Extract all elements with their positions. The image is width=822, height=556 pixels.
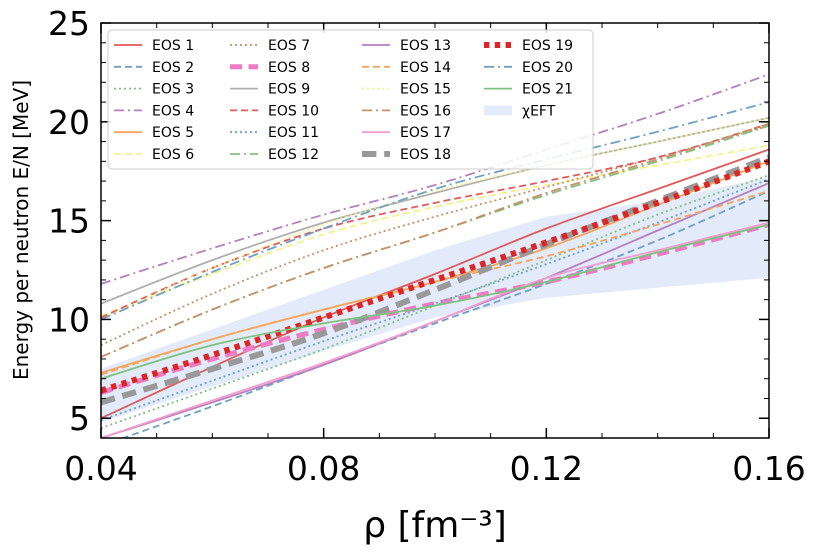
legend-label: EOS 2 [152,60,194,76]
x-tick-label: 0.16 [732,449,805,488]
legend-item-eos-8: EOS 8 [230,60,310,76]
legend-item-eos-9: EOS 9 [230,82,310,98]
legend-label: EOS 5 [152,125,194,141]
legend-item-eos-6: EOS 6 [114,147,194,163]
legend-item-eos-4: EOS 4 [114,103,194,119]
series-line-eos-11 [101,178,769,422]
series-line-eos-14 [101,190,769,376]
y-tick-label: 25 [48,4,90,43]
series-line-eos-6 [101,144,769,317]
legend-item-eos-18: EOS 18 [362,147,451,163]
legend-label: χEFT [522,103,556,119]
x-axis-label: ρ [fm⁻³] [363,505,507,546]
legend-box [107,29,594,170]
legend-label: EOS 15 [400,82,451,98]
legend-label: EOS 16 [400,103,451,119]
legend-label: EOS 6 [152,147,194,163]
legend-item-eos-7: EOS 7 [230,38,310,54]
legend-item-eos-1: EOS 1 [114,38,194,54]
legend-label: EOS 17 [400,125,451,141]
legend-label: EOS 19 [522,38,573,54]
series-line-eos-17 [101,221,769,438]
legend-item-eos-21: EOS 21 [484,82,573,98]
series-line-eos-18 [101,154,769,406]
series-line-eos-10 [101,122,769,319]
legend-label: EOS 18 [400,147,451,163]
x-tick-label: 0.08 [287,449,360,488]
legend-label: EOS 7 [268,38,310,54]
legend-label: EOS 13 [400,38,451,54]
y-axis-label: Energy per neutron E/N [MeV] [9,80,33,380]
legend-label: EOS 14 [400,60,451,76]
legend-label: EOS 12 [268,147,319,163]
y-tick-label: 15 [48,202,90,241]
legend-label: EOS 1 [152,38,194,54]
legend-label: EOS 11 [268,125,319,141]
chi-eft-band [101,177,769,423]
y-tick-label: 5 [69,399,90,438]
legend-item-eos-19: EOS 19 [484,38,573,54]
legend-item-eos-11: EOS 11 [230,125,319,141]
legend-label: EOS 20 [522,60,573,76]
series-line-eos-20 [101,101,769,321]
series-line-eos-21 [101,223,769,380]
legend-item-eos-10: EOS 10 [230,103,319,119]
legend-label: EOS 3 [152,82,194,98]
x-tick-label: 0.04 [64,449,137,488]
legend-item-eos-3: EOS 3 [114,82,194,98]
legend-label: EOS 10 [268,103,319,119]
legend-item-eos-17: EOS 17 [362,125,451,141]
series-line-eos-8 [101,222,769,395]
legend-label: EOS 21 [522,82,573,98]
legend-item-eos-14: EOS 14 [362,60,451,76]
series-line-eos-19 [101,158,769,394]
legend-item-eos-5: EOS 5 [114,125,194,141]
legend-item-eos-15: EOS 15 [362,82,451,98]
x-tick-label: 0.12 [510,449,583,488]
legend-item-eft: χEFT [484,103,556,119]
series-line-eos-15 [101,116,769,321]
legend-label: EOS 9 [268,82,310,98]
legend-item-eos-12: EOS 12 [230,147,319,163]
series-line-eos-2 [120,190,769,438]
legend-item-eos-16: EOS 16 [362,103,451,119]
legend-label: EOS 4 [152,103,194,119]
legend-item-eos-2: EOS 2 [114,60,194,76]
legend-swatch [484,105,512,116]
series-line-eos-4 [101,73,769,285]
legend-label: EOS 8 [268,60,310,76]
y-tick-label: 10 [48,300,90,339]
legend-item-eos-13: EOS 13 [362,38,451,54]
legend-item-eos-20: EOS 20 [484,60,573,76]
series-line-eos-16 [101,122,769,358]
y-tick-label: 20 [48,103,90,142]
